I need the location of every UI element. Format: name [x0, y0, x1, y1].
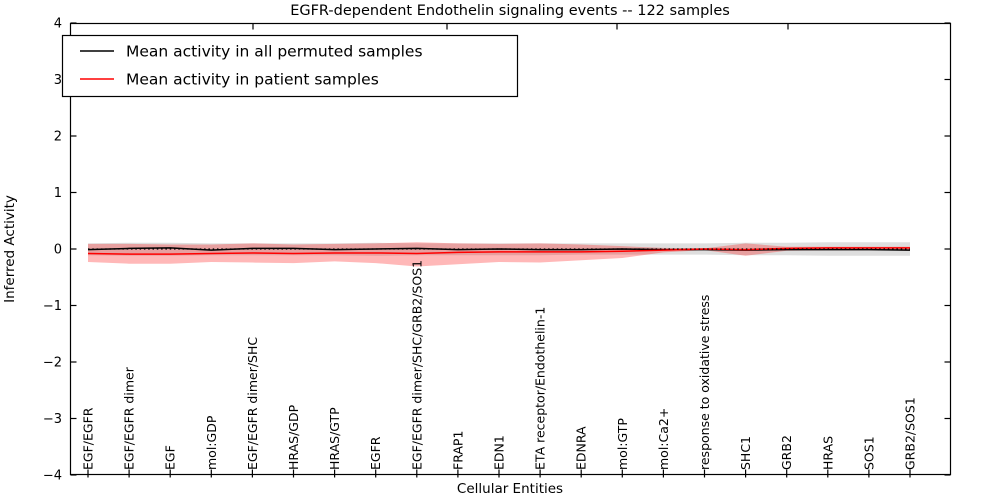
x-tick-label: GRB2 [779, 435, 794, 470]
x-tick-label: mol:GDP [204, 415, 219, 470]
x-tick-label: EGF/EGFR dimer/SHC [245, 337, 260, 470]
x-tick-label: EDNRA [574, 426, 589, 470]
x-tick-label: EGF [163, 445, 178, 470]
x-tick-label: EGFR [368, 436, 383, 470]
x-tick-label: SOS1 [861, 436, 876, 470]
bands-layer [88, 242, 910, 267]
y-tick-label: −1 [43, 299, 62, 314]
y-tick-label: −3 [43, 412, 62, 427]
x-tick-label: response to oxidative stress [697, 295, 712, 470]
x-tick-label: EGF/EGFR dimer [122, 366, 137, 470]
x-tick-label: SHC1 [738, 436, 753, 470]
y-tick-label: −2 [43, 356, 62, 371]
plot-border [69, 22, 952, 476]
y-tick-label: −4 [43, 469, 62, 484]
x-tick-label: HRAS/GTP [327, 407, 342, 470]
x-tick-label: EDN1 [492, 435, 507, 470]
tick-labels-layer: −4 −3 −2 −1 0 1 2 3 4 EGF/EGFR EGF/EGFR dimer EGF mo… [43, 17, 918, 484]
x-tick-label: ETA receptor/Endothelin-1 [533, 307, 548, 470]
chart-title: EGFR-dependent Endothelin signaling even… [290, 3, 730, 19]
y-tick-label: 2 [54, 130, 62, 145]
x-tick-label: HRAS [820, 436, 835, 470]
series-line-permuted [87, 247, 911, 251]
x-tick-label: FRAP1 [450, 431, 465, 470]
x-tick-label: mol:Ca2+ [656, 408, 671, 470]
x-axis-label: Cellular Entities [457, 481, 563, 497]
y-tick-label: 4 [54, 17, 62, 32]
legend-label-patient: Mean activity in patient samples [126, 71, 379, 89]
x-tick-label: EGF/EGFR [81, 407, 96, 470]
legend: Mean activity in all permuted samples Me… [61, 34, 519, 98]
x-tick-label: mol:GTP [615, 418, 630, 470]
y-tick-label: 1 [54, 186, 62, 201]
legend-label-permuted: Mean activity in all permuted samples [126, 43, 423, 61]
y-tick-label: 0 [54, 243, 62, 258]
legend-box [61, 34, 519, 98]
y-tick-label: 3 [54, 73, 62, 88]
x-tick-label: HRAS/GDP [286, 404, 301, 470]
x-tick-label: GRB2/SOS1 [903, 397, 918, 470]
x-tick-label: EGF/EGFR dimer/SHC/GRB2/SOS1 [409, 260, 424, 470]
y-axis-label: Inferred Activity [2, 195, 18, 303]
